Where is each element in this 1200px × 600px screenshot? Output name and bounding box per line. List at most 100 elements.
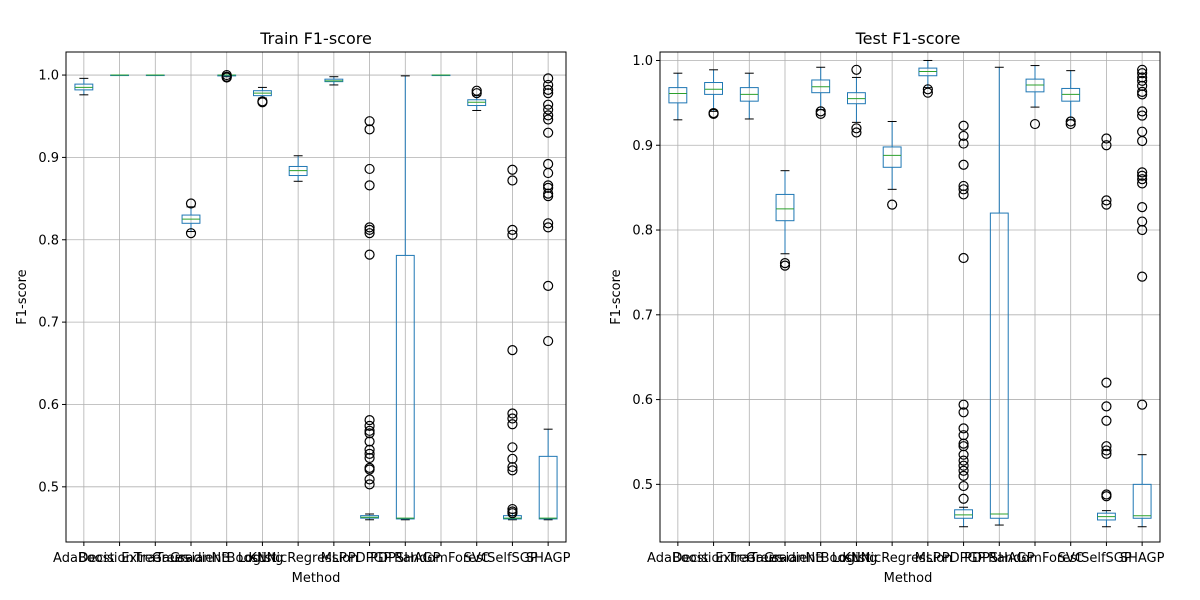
test-x-tick-label: SHAGP: [1120, 551, 1165, 566]
test-y-tick-label: 0.5: [632, 478, 653, 493]
train-x-axis-label: Method: [292, 571, 341, 586]
train-grid: [66, 52, 566, 542]
test-x-tick-label: SVC: [1058, 551, 1084, 566]
train-x-tick-label: GaussianNB: [152, 551, 230, 566]
outlier-point: [1137, 202, 1148, 213]
outlier-point: [958, 455, 969, 466]
train-y-tick-label: 0.8: [38, 233, 59, 248]
outlier-point: [543, 335, 554, 347]
outlier-point: [1101, 441, 1112, 452]
test-x-tick-label: SelfSGP: [1081, 551, 1132, 566]
outlier-point: [507, 164, 518, 175]
outlier-point: [1137, 271, 1148, 282]
outlier-point: [815, 108, 826, 119]
train-y-axis-label: F1-score: [15, 269, 30, 324]
outlier-point: [958, 184, 969, 195]
test-box-mlp: [918, 59, 938, 98]
outlier-point: [958, 407, 969, 418]
outlier-point: [543, 104, 554, 115]
test-x-tick-label: PDPSHAGP: [964, 551, 1034, 566]
test-x-tick-label: LogisticRegression: [832, 551, 953, 566]
train-boxes: [74, 69, 558, 521]
outlier-point: [958, 120, 969, 131]
test-x-tick-label: KNN: [842, 551, 870, 566]
outlier-point: [507, 229, 518, 240]
outlier-point: [922, 87, 933, 98]
train-box-gradientboosting: [217, 69, 237, 83]
outlier-point: [364, 464, 375, 475]
outlier-point: [543, 79, 554, 91]
outlier-point: [507, 503, 518, 515]
outlier-point: [1101, 140, 1112, 151]
outlier-point: [507, 224, 518, 235]
outlier-point: [887, 199, 898, 210]
outlier-point: [471, 85, 482, 96]
outlier-point: [364, 479, 375, 490]
train-y-ticks: 0.5 0.6 0.7 0.8 0.9 1.0: [38, 69, 66, 495]
outlier-point: [543, 222, 554, 233]
outlier-point: [364, 436, 375, 447]
outlier-point: [1101, 415, 1112, 426]
outlier-point: [1137, 86, 1148, 97]
train-y-tick-label: 0.5: [38, 480, 59, 495]
train-box-extratrees: [145, 74, 165, 77]
outlier-point: [507, 408, 518, 419]
test-x-ticks: AdaBoostDecisionTreeExtraTreesGaussianNB…: [647, 542, 1165, 566]
outlier-point: [507, 413, 518, 424]
outlier-point: [185, 228, 197, 239]
outlier-point: [958, 438, 969, 449]
outlier-point: [543, 84, 554, 95]
test-box-gradientboosting: [811, 66, 831, 119]
train-y-tick-label: 0.6: [38, 398, 59, 413]
outlier-point: [364, 474, 375, 485]
train-x-tick-label: AdaBoost: [53, 551, 115, 566]
train-box-knn: [253, 86, 272, 108]
outlier-point: [958, 159, 969, 170]
outlier-point: [958, 252, 969, 264]
outlier-point: [364, 124, 375, 135]
train-x-tick-label: GradientBoosting: [170, 551, 283, 566]
outlier-point: [815, 106, 826, 117]
outlier-point: [958, 449, 969, 460]
outlier-point: [779, 260, 791, 271]
test-box-adaboost: [668, 72, 688, 121]
outlier-point: [364, 228, 375, 239]
test-plot-frame: [659, 51, 1161, 543]
test-x-tick-label: RandomForest: [988, 551, 1082, 566]
outlier-point: [543, 110, 554, 121]
outlier-point: [1137, 178, 1148, 189]
outlier-point: [958, 480, 969, 492]
outlier-point: [1101, 377, 1112, 388]
outlier-point: [851, 123, 862, 134]
outlier-point: [507, 175, 518, 186]
outlier-point: [1065, 118, 1076, 130]
train-x-tick-label: MLP: [321, 551, 347, 566]
train-box-pdpshagp: [395, 75, 415, 521]
outlier-point: [364, 415, 375, 426]
train-box-logisticregression: [288, 155, 308, 182]
train-x-tick-label: LogisticRegression: [238, 551, 359, 566]
test-y-ticks: 0.5 0.6 0.7 0.8 0.9 1.0: [632, 54, 660, 493]
outlier-point: [958, 138, 969, 149]
test-box-extratrees: [739, 72, 759, 120]
iqr-box: [954, 509, 974, 519]
outlier-point: [922, 84, 933, 95]
test-box-pdpgp: [954, 120, 974, 528]
test-box-gaussiannb: [775, 170, 795, 271]
outlier-point: [708, 108, 719, 119]
train-x-tick-label: PDPGP: [348, 551, 392, 566]
test-y-tick-label: 0.9: [632, 139, 653, 154]
outlier-point: [364, 180, 375, 191]
test-x-tick-label: MLP: [915, 551, 941, 566]
train-x-tick-label: SVC: [464, 551, 490, 566]
test-box-logisticregression: [882, 121, 902, 210]
outlier-point: [364, 163, 375, 175]
outlier-point: [1137, 64, 1148, 75]
train-x-tick-label: RandomForest: [394, 551, 488, 566]
outlier-point: [543, 188, 554, 199]
test-chart-title: Test F1-score: [855, 29, 961, 48]
outlier-point: [257, 96, 268, 107]
outlier-point: [851, 64, 862, 75]
train-y-tick-label: 0.9: [38, 151, 59, 166]
